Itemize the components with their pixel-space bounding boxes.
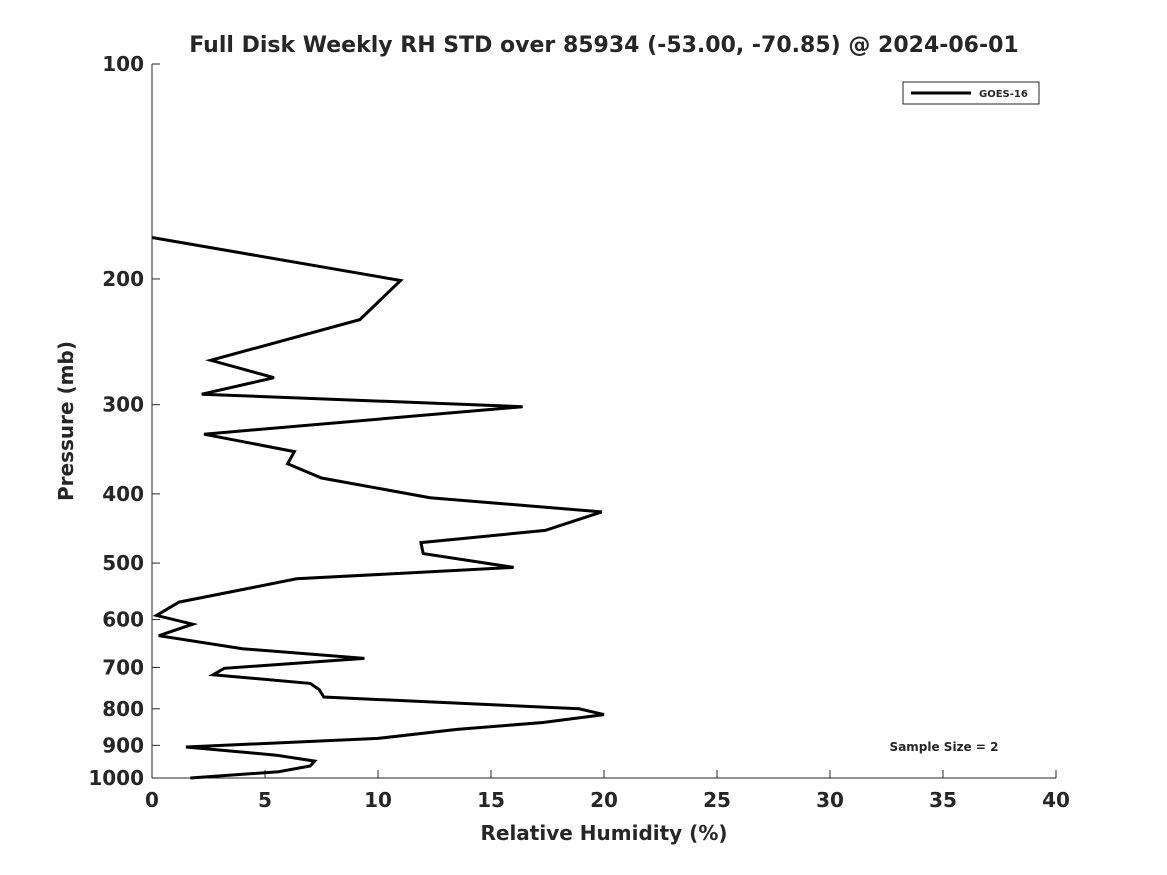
y-tick-label: 800 xyxy=(102,697,144,721)
x-tick-label: 30 xyxy=(816,788,844,812)
y-tick-label: 1000 xyxy=(88,766,144,790)
x-tick-label: 5 xyxy=(258,788,272,812)
x-tick-label: 35 xyxy=(929,788,957,812)
y-tick-label: 100 xyxy=(102,52,144,76)
x-tick-label: 40 xyxy=(1042,788,1070,812)
y-axis-label: Pressure (mb) xyxy=(54,341,78,501)
x-tick-label: 20 xyxy=(590,788,618,812)
y-tick-label: 500 xyxy=(102,551,144,575)
legend-label: GOES-16 xyxy=(979,89,1028,100)
y-tick-label: 900 xyxy=(102,733,144,757)
y-axis: 100 200 300 400 500 600 700 800 900 1000 xyxy=(88,52,160,790)
sample-size-annotation: Sample Size = 2 xyxy=(890,740,999,754)
legend: GOES-16 xyxy=(902,81,1040,105)
y-tick-label: 600 xyxy=(102,608,144,632)
x-axis: 0 5 10 15 20 25 30 35 40 xyxy=(145,770,1070,812)
chart-title: Full Disk Weekly RH STD over 85934 (-53.… xyxy=(189,33,1019,58)
y-tick-label: 300 xyxy=(102,393,144,417)
series-layer xyxy=(151,236,605,780)
x-tick-label: 15 xyxy=(477,788,505,812)
x-tick-label: 10 xyxy=(364,788,392,812)
y-tick-label: 200 xyxy=(102,267,144,291)
x-axis-label: Relative Humidity (%) xyxy=(480,821,727,845)
series-line-goes-16 xyxy=(151,236,605,780)
y-tick-label: 400 xyxy=(102,482,144,506)
y-tick-label: 700 xyxy=(102,655,144,679)
x-tick-label: 25 xyxy=(703,788,731,812)
x-tick-label: 0 xyxy=(145,788,159,812)
